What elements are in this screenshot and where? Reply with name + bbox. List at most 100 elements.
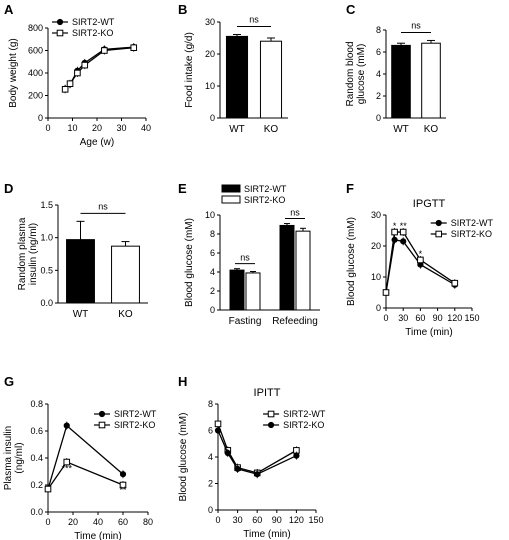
significance-mark: *** [61,464,72,474]
x-tick-label: 0 [383,313,388,323]
data-point [254,471,261,478]
data-point [74,69,81,77]
y-tick-label: 400 [28,68,43,78]
x-tick-label: 20 [92,123,102,133]
y-tick-label: 0 [210,113,215,123]
legend-label: SIRT2-KO [244,195,285,205]
y-axis-label: Random plasmainsulin (ng/ml) [17,217,39,290]
y-tick-label: 8 [210,229,215,239]
x-tick-label: KO [264,124,279,135]
y-axis-label: Food intake (g/d) [184,32,195,108]
data-point [66,80,74,87]
significance-mark: * [419,249,423,259]
y-tick-label: 30 [205,17,215,27]
x-tick-label: 40 [93,517,103,527]
y-tick-label: 0 [376,113,381,123]
significance-label: ns [98,201,108,211]
legend-label: SIRT2-WT [114,409,157,419]
legend-swatch [221,184,241,193]
y-tick-label: 4 [376,69,381,79]
x-tick-label: 0 [45,123,50,133]
y-axis-label: Blood glucose (mM) [346,217,357,306]
bar [259,40,283,119]
data-point [234,465,241,473]
x-axis-label: Time (min) [74,531,121,540]
y-tick-label: 0 [376,303,381,313]
x-tick-label: 150 [464,313,479,323]
bar [66,239,95,304]
panel-G: G 0.0 0.2 0.4 0.6 0.8 0 20 40 60 80 Plasma insulin(… [3,374,157,540]
y-tick-label: 10 [205,210,215,220]
legend-label: SIRT2-KO [114,420,155,430]
legend-label: SIRT2-WT [451,218,494,228]
y-tick-label: 0 [210,305,215,315]
data-point [98,421,106,429]
significance-mark: ** [119,485,127,495]
panel-letter: G [4,374,14,389]
x-tick-label: 80 [143,517,153,527]
x-tick-label: 120 [289,515,304,525]
y-tick-label: 1.0 [40,233,53,243]
data-point [61,86,69,93]
y-tick-label: 10 [371,272,381,282]
data-point [435,219,442,227]
data-point [399,228,407,236]
bar [391,44,411,119]
y-tick-label: 0.0 [30,507,43,517]
y-tick-label: 0.4 [30,453,43,463]
bar [279,224,295,311]
y-tick-label: 200 [28,91,43,101]
significance-label: ns [290,208,300,218]
significance-mark: ** [400,221,408,231]
y-tick-label: 0.6 [30,426,43,436]
x-axis-label: Age (w) [80,137,114,148]
y-tick-label: 0.2 [30,480,43,490]
y-tick-label: 6 [210,248,215,258]
data-point [435,230,443,238]
x-axis-label: Time (min) [405,327,452,338]
bar [421,42,441,119]
data-point [44,485,52,493]
data-point [63,422,70,429]
panel-letter: C [346,2,356,17]
data-point [101,47,108,54]
y-axis-label: Blood glucose (mM) [184,218,195,307]
panel-F: F 0 10 20 30 0 30 60 90 120 150 Blood glucose (mM) T… [346,181,494,338]
y-tick-label: 1.5 [40,200,53,210]
x-tick-label: 120 [447,313,462,323]
y-tick-label: 6 [376,47,381,57]
panel-A: A 0 200 400 600 800 0 10 20 30 40 Body weight (g) Ag… [4,2,151,148]
legend-swatch [221,195,241,204]
y-tick-label: 0 [208,505,213,515]
x-tick-label: Refeeding [272,316,318,327]
y-tick-label: 30 [371,210,381,220]
bar [111,245,140,304]
data-point [56,29,64,37]
x-tick-label: 60 [415,313,425,323]
x-tick-label: KO [118,309,133,320]
x-tick-label: 30 [398,313,408,323]
significance-mark: * [393,221,397,231]
y-tick-label: 4 [210,267,215,277]
x-tick-label: Fasting [229,316,262,327]
x-tick-label: 0 [215,515,220,525]
y-tick-label: 4 [208,452,213,462]
significance-label: ns [411,20,421,30]
y-tick-label: 0.5 [40,265,53,275]
data-point [224,449,231,457]
y-tick-label: 8 [208,399,213,409]
y-tick-label: 600 [28,46,43,56]
legend-label: SIRT2-KO [283,420,324,430]
legend-label: SIRT2-WT [283,409,326,419]
y-axis-label: Random bloodglucose (mM) [345,41,367,106]
series-line [47,424,124,490]
x-tick-label: 30 [233,515,243,525]
y-tick-label: 20 [371,241,381,251]
x-tick-label: 30 [116,123,126,133]
panel-letter: B [178,2,187,17]
x-tick-label: 10 [67,123,77,133]
data-point [214,420,222,428]
x-tick-label: 60 [252,515,262,525]
